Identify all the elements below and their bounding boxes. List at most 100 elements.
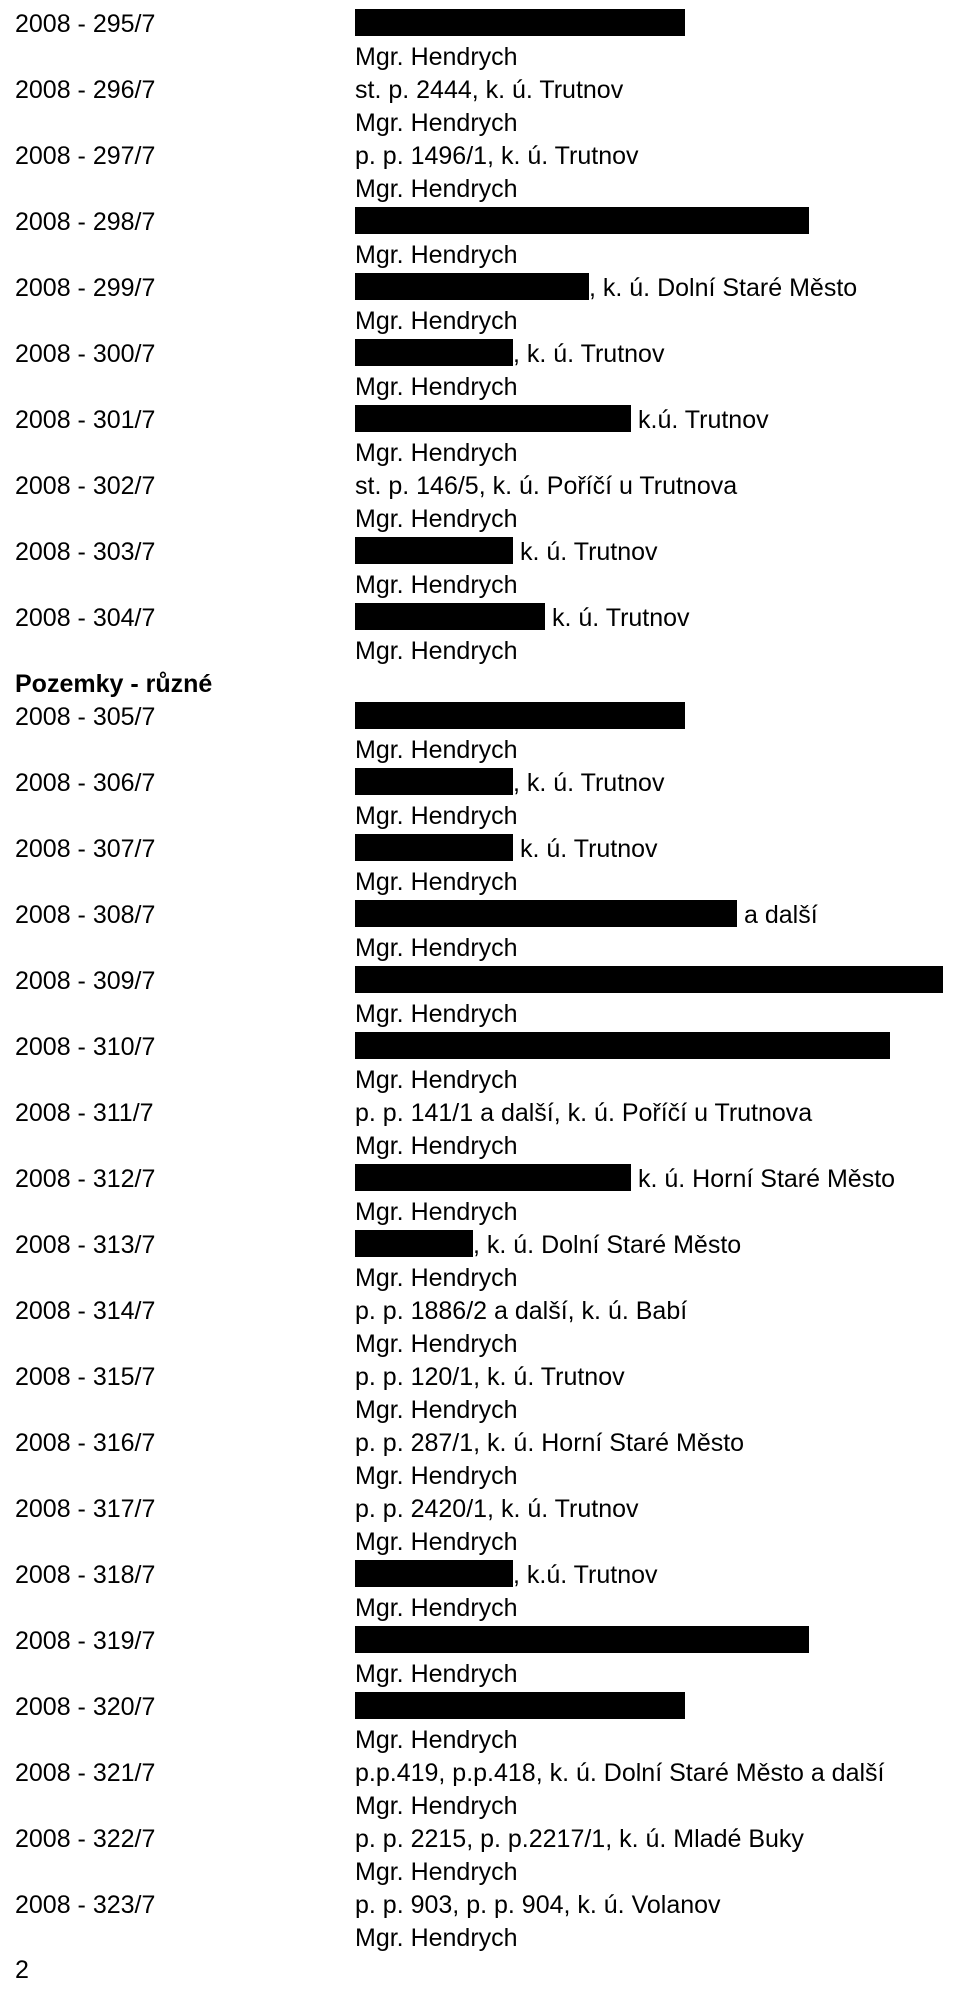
label: 2008 - 295/7: [15, 10, 155, 38]
case-number: 2008 - 309/7: [0, 965, 355, 998]
case-number: 2008 - 313/7: [0, 1229, 355, 1262]
redaction-block: [355, 603, 545, 630]
handler-name: Mgr. Hendrych: [355, 635, 518, 668]
detail-text: , k. ú. Trutnov: [513, 767, 664, 800]
label: 2008 - 314/7: [15, 1297, 155, 1325]
row: 2008 - 299/7 , k. ú. Dolní Staré Město: [0, 272, 960, 305]
case-number: 2008 - 295/7: [0, 8, 355, 41]
label: 2008 - 318/7: [15, 1561, 155, 1589]
handler-name: Mgr. Hendrych: [355, 1790, 518, 1823]
row: 2008 - 308/7a další: [0, 899, 960, 932]
case-number: 2008 - 299/7: [0, 272, 355, 305]
detail-text: k.ú. Trutnov: [638, 404, 769, 437]
handler-name: Mgr. Hendrych: [355, 734, 518, 767]
case-number: 2008 - 300/7: [0, 338, 355, 371]
detail-text: , k. ú. Dolní Staré Město: [589, 272, 857, 305]
row: 2008 - 305/7: [0, 701, 960, 734]
detail-text: k. ú. Horní Staré Město: [638, 1163, 895, 1196]
redaction-block: [355, 1692, 685, 1719]
handler-name: Mgr. Hendrych: [355, 932, 518, 965]
case-number: 2008 - 310/7: [0, 1031, 355, 1064]
row: 2008 - 302/7st. p. 146/5, k. ú. Poříčí u…: [0, 470, 960, 503]
redaction-block: [355, 1626, 809, 1653]
redaction-block: [355, 834, 513, 861]
redaction-block: [355, 966, 943, 993]
case-number: 2008 - 302/7: [0, 470, 355, 503]
label: 2008 - 299/7: [15, 274, 155, 302]
case-number: 2008 - 305/7: [0, 701, 355, 734]
handler-name: Mgr. Hendrych: [355, 371, 518, 404]
handler-name: Mgr. Hendrych: [355, 503, 518, 536]
detail-text: k. ú. Trutnov: [552, 602, 690, 635]
case-number: 2008 - 298/7: [0, 206, 355, 239]
handler-name: Mgr. Hendrych: [355, 1130, 518, 1163]
redaction-block: [355, 273, 589, 300]
handler-name: Mgr. Hendrych: [355, 1262, 518, 1295]
redaction-block: [355, 900, 737, 927]
redaction-block: [355, 1560, 513, 1587]
label: 2008 - 306/7: [15, 769, 155, 797]
handler-name: Mgr. Hendrych: [355, 998, 518, 1031]
case-number: 2008 - 312/7: [0, 1163, 355, 1196]
case-number: 2008 - 322/7: [0, 1823, 355, 1856]
case-number: 2008 - 314/7: [0, 1295, 355, 1328]
label: 2008 - 317/7: [15, 1495, 155, 1523]
handler-name: Mgr. Hendrych: [355, 41, 518, 74]
handler-name: Mgr. Hendrych: [355, 239, 518, 272]
case-number: 2008 - 307/7: [0, 833, 355, 866]
detail-text: , k. ú. Dolní Staré Město: [473, 1229, 741, 1262]
detail-text: p. p. 1496/1, k. ú. Trutnov: [355, 140, 639, 173]
case-number: 2008 - 297/7: [0, 140, 355, 173]
label: 2008 - 316/7: [15, 1429, 155, 1457]
detail-text: p.p.419, p.p.418, k. ú. Dolní Staré Měst…: [355, 1757, 884, 1790]
handler-name: Mgr. Hendrych: [355, 1526, 518, 1559]
label: 2008 - 323/7: [15, 1891, 155, 1919]
detail-text: k. ú. Trutnov: [520, 536, 658, 569]
handler-name: Mgr. Hendrych: [355, 1064, 518, 1097]
row: 2008 - 307/7 k. ú. Trutnov: [0, 833, 960, 866]
handler-name: Mgr. Hendrych: [355, 437, 518, 470]
case-number: 2008 - 301/7: [0, 404, 355, 437]
handler-name: Mgr. Hendrych: [355, 1592, 518, 1625]
handler-name: Mgr. Hendrych: [355, 1394, 518, 1427]
detail-text: , k.ú. Trutnov: [513, 1559, 658, 1592]
detail-text: p. p. 2215, p. p.2217/1, k. ú. Mladé Buk…: [355, 1823, 804, 1856]
detail-text: st. p. 146/5, k. ú. Poříčí u Trutnova: [355, 470, 737, 503]
case-number: 2008 - 317/7: [0, 1493, 355, 1526]
label: 2008 - 300/7: [15, 340, 155, 368]
handler-name: Mgr. Hendrych: [355, 107, 518, 140]
redaction-block: [355, 702, 685, 729]
detail-text: st. p. 2444, k. ú. Trutnov: [355, 74, 623, 107]
row: 2008 - 297/7p. p. 1496/1, k. ú. Trutnov: [0, 140, 960, 173]
detail-text: p. p. 1886/2 a další, k. ú. Babí: [355, 1295, 687, 1328]
row: 2008 - 303/7 k. ú. Trutnov: [0, 536, 960, 569]
redaction-block: [355, 768, 513, 795]
row: 2008 - 321/7 p.p.419, p.p.418, k. ú. Doln…: [0, 1757, 960, 1790]
label: 2008 - 296/7: [15, 76, 155, 104]
row: 2008 - 304/7k. ú. Trutnov: [0, 602, 960, 635]
redaction-block: [355, 1164, 631, 1191]
handler-name: Mgr. Hendrych: [355, 800, 518, 833]
detail-text: k. ú. Trutnov: [520, 833, 658, 866]
label: 2008 - 319/7: [15, 1627, 155, 1655]
detail-text: p. p. 2420/1, k. ú. Trutnov: [355, 1493, 639, 1526]
case-number: 2008 - 306/7: [0, 767, 355, 800]
row: 2008 - 313/7 , k. ú. Dolní Staré Město: [0, 1229, 960, 1262]
label: 2008 - 312/7: [15, 1165, 155, 1193]
case-number: 2008 - 323/7: [0, 1889, 355, 1922]
label: 2008 - 307/7: [15, 835, 155, 863]
label: 2008 - 310/7: [15, 1033, 155, 1061]
label: 2008 - 321/7: [15, 1759, 155, 1787]
section-heading: Pozemky - různé: [0, 668, 355, 701]
handler-name: Mgr. Hendrych: [355, 1658, 518, 1691]
redaction-block: [355, 1230, 473, 1257]
row: 2008 - 301/7 k.ú. Trutnov: [0, 404, 960, 437]
handler-name: Mgr. Hendrych: [355, 866, 518, 899]
handler-name: Mgr. Hendrych: [355, 569, 518, 602]
handler-name: Mgr. Hendrych: [355, 305, 518, 338]
row: 2008 - 320/7: [0, 1691, 960, 1724]
row: 2008 - 318/7 , k.ú. Trutnov: [0, 1559, 960, 1592]
case-number: 2008 - 315/7: [0, 1361, 355, 1394]
case-number: 2008 - 303/7: [0, 536, 355, 569]
row: 2008 - 323/7p. p. 903, p. p. 904, k. ú. …: [0, 1889, 960, 1922]
